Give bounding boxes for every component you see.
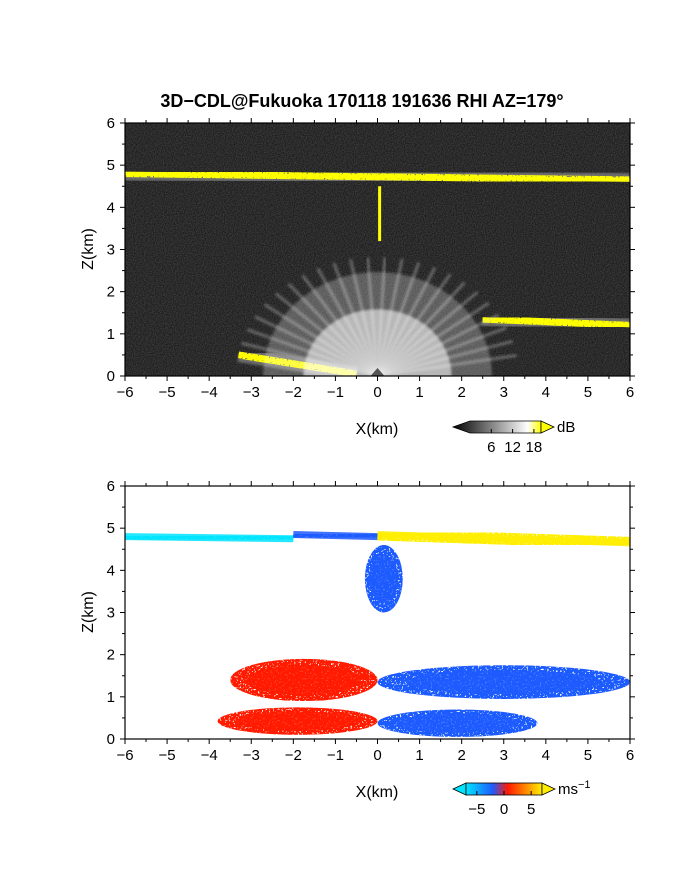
velocity-background <box>125 486 630 739</box>
x-tick-label: 0 <box>373 747 381 764</box>
velocity-layer-core <box>377 530 630 547</box>
backscatter-x-label: X(km) <box>356 421 399 438</box>
velocity-region-core <box>236 711 360 731</box>
y-tick-label: 5 <box>107 520 115 537</box>
y-tick-label: 6 <box>107 478 115 495</box>
x-tick-label: 4 <box>542 384 550 401</box>
backscatter-colorbar: 6 12 18 dB <box>451 419 575 456</box>
colorbar-tick-label: 0 <box>500 801 508 818</box>
x-tick-label: 5 <box>584 384 592 401</box>
velocity-colorbar-min-arrow <box>452 782 467 796</box>
y-tick-label: 3 <box>107 605 115 622</box>
x-tick-label: −1 <box>327 747 344 764</box>
x-tick-label: 3 <box>500 747 508 764</box>
x-tick-label: 6 <box>626 384 634 401</box>
velocity-colorbar-unit-base: ms <box>558 781 578 798</box>
velocity-region-core <box>369 554 399 603</box>
x-tick-label: 6 <box>626 747 634 764</box>
y-tick-label: 1 <box>107 326 115 343</box>
x-tick-label: 0 <box>373 384 381 401</box>
y-tick-label: 2 <box>107 647 115 664</box>
velocity-colorbar-max-arrow <box>541 782 556 796</box>
x-tick-label: 5 <box>584 747 592 764</box>
velocity-y-label: Z(km) <box>80 591 97 633</box>
velocity-region-core <box>395 713 519 733</box>
x-tick-label: 3 <box>500 384 508 401</box>
x-tick-label: −3 <box>243 747 260 764</box>
x-tick-label: 1 <box>415 384 423 401</box>
x-tick-label: −2 <box>285 747 302 764</box>
velocity-region-core <box>406 670 601 695</box>
x-tick-label: −5 <box>159 747 176 764</box>
x-tick-label: −3 <box>243 384 260 401</box>
colorbar-tick-label: 12 <box>504 439 521 456</box>
backscatter-layer-core <box>125 171 630 182</box>
x-tick-label: −1 <box>327 384 344 401</box>
colorbar-tick-label: −5 <box>468 801 485 818</box>
backscatter-colorbar-ramp <box>451 420 542 434</box>
velocity-panel: −6 −5 −4 −3 −2 −1 0 1 2 3 4 5 6 0 1 2 3 4 5 6 X(km) Z(km) −… <box>80 478 635 818</box>
velocity-region-core <box>247 664 361 696</box>
x-tick-label: 4 <box>542 747 550 764</box>
backscatter-layer-core <box>482 317 630 328</box>
lidar-site-marker <box>370 368 385 376</box>
x-tick-label: −6 <box>116 384 133 401</box>
y-tick-label: 0 <box>107 731 115 748</box>
figure-title: 3D−CDL@Fukuoka 170118 191636 RHI AZ=179° <box>160 91 563 111</box>
backscatter-fan-halo <box>263 272 492 376</box>
y-tick-label: 3 <box>107 242 115 259</box>
velocity-x-label: X(km) <box>356 784 399 801</box>
y-tick-label: 4 <box>107 562 115 579</box>
velocity-colorbar-unit: ms−1 <box>558 779 591 798</box>
y-tick-label: 5 <box>107 157 115 174</box>
backscatter-colorbar-max-arrow <box>540 420 555 434</box>
y-tick-label: 0 <box>107 368 115 385</box>
velocity-colorbar: −5 0 5 ms−1 <box>452 779 591 818</box>
x-tick-label: −4 <box>201 747 218 764</box>
colorbar-tick-label: 18 <box>526 439 543 456</box>
velocity-colorbar-unit-exponent: −1 <box>578 779 591 791</box>
x-tick-label: −5 <box>159 384 176 401</box>
y-tick-label: 2 <box>107 284 115 301</box>
velocity-layer-core <box>125 533 294 543</box>
x-tick-label: −4 <box>201 384 218 401</box>
x-tick-label: 2 <box>457 747 465 764</box>
y-tick-label: 1 <box>107 689 115 706</box>
colorbar-tick-label: 6 <box>487 439 495 456</box>
x-tick-label: 1 <box>415 747 423 764</box>
colorbar-tick-label: 5 <box>527 801 535 818</box>
velocity-layer-core <box>293 530 378 541</box>
backscatter-y-label: Z(km) <box>80 228 97 270</box>
x-tick-label: −6 <box>116 747 133 764</box>
backscatter-colorbar-unit: dB <box>557 419 575 436</box>
x-tick-label: 2 <box>457 384 465 401</box>
y-tick-label: 6 <box>107 115 115 132</box>
y-tick-label: 4 <box>107 199 115 216</box>
x-tick-label: −2 <box>285 384 302 401</box>
